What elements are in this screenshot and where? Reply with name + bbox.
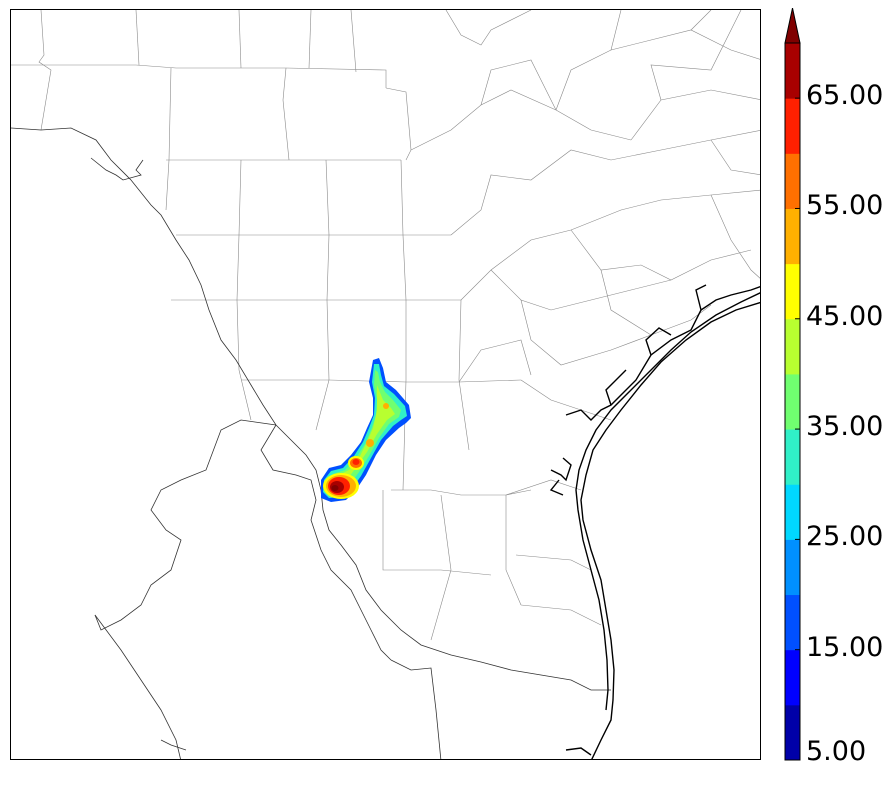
colorbar-tick-label: 5.00 <box>806 736 867 767</box>
county-borders <box>11 10 760 641</box>
coastline <box>549 284 760 759</box>
colorbar-segment <box>785 43 800 99</box>
colorbar-segment <box>785 98 800 154</box>
colorbar-extend-arrow <box>784 7 801 44</box>
colorbar-tick-label: 65.00 <box>806 80 884 112</box>
colorbar-segment <box>785 263 800 320</box>
colorbar-tick-label: 25.00 <box>806 521 884 553</box>
international-border <box>11 127 611 759</box>
colorbar-segment <box>785 539 800 596</box>
colorbar-tick-label: 55.00 <box>806 190 884 222</box>
colorbar-outline <box>784 42 801 761</box>
colorbar-segment <box>785 429 800 485</box>
colorbar-bar <box>784 7 801 761</box>
colorbar-tick-label: 35.00 <box>806 411 884 443</box>
colorbar-segment <box>785 484 800 540</box>
map-svg <box>11 10 760 759</box>
colorbar-tick-label: 15.00 <box>806 631 884 663</box>
colorbar-segment <box>785 153 800 209</box>
colorbar-tick-label: 45.00 <box>806 300 884 332</box>
reflectivity-field <box>321 358 411 502</box>
colorbar-segment <box>785 208 800 265</box>
colorbar-segment <box>785 373 800 430</box>
colorbar-segment <box>785 318 800 375</box>
map-panel <box>10 9 761 760</box>
colorbar-segment <box>785 649 800 706</box>
colorbar-segment <box>785 594 800 651</box>
colorbar-segment <box>785 704 800 761</box>
colorbar: 5.00 15.00 25.00 35.00 45.00 55.00 65.00 <box>780 7 890 768</box>
